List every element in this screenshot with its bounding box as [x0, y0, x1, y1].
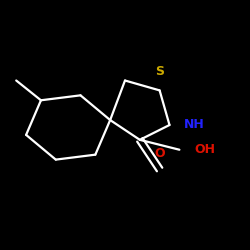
Text: OH: OH — [194, 143, 215, 156]
Text: O: O — [154, 146, 165, 160]
Text: NH: NH — [184, 118, 205, 132]
Text: S: S — [155, 65, 164, 78]
